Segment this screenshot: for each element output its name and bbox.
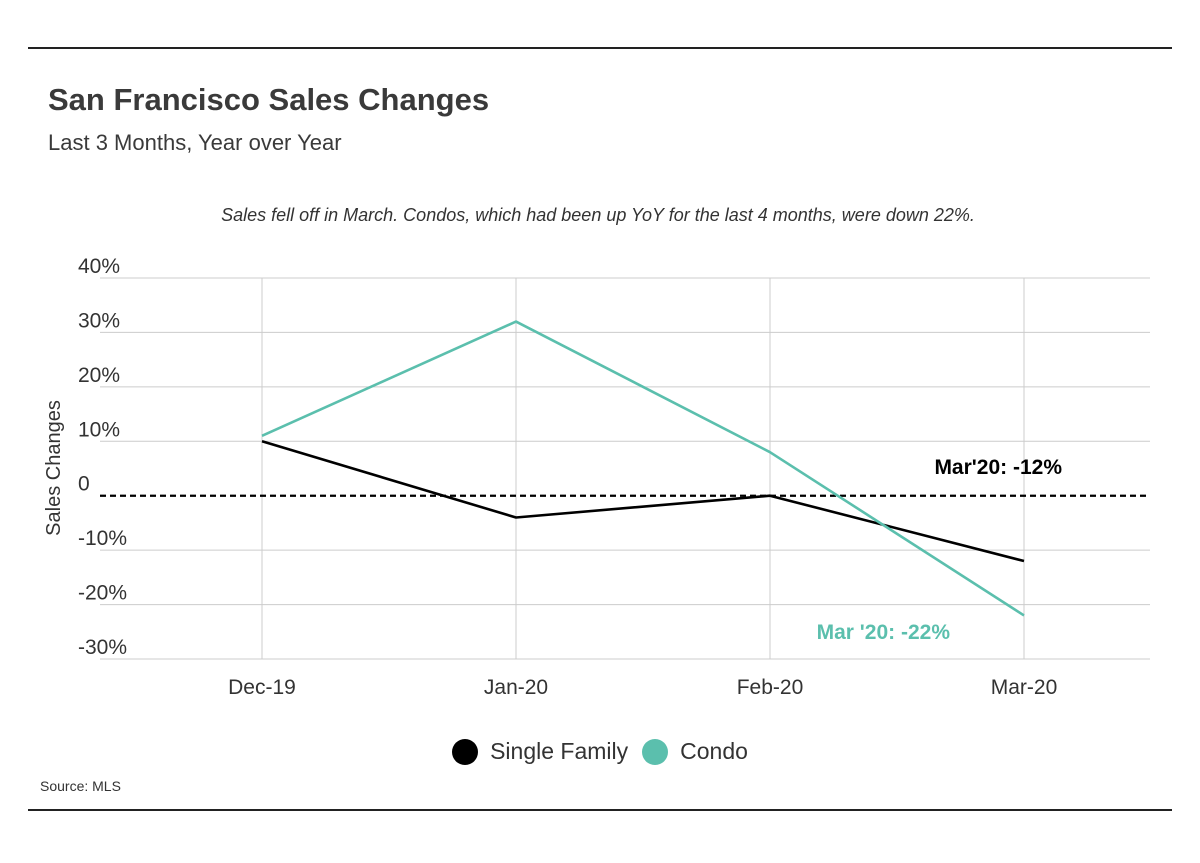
y-axis-label: Sales Changes (43, 400, 65, 536)
legend-dot-single-family (452, 738, 479, 765)
legend: Single Family Condo (0, 738, 1200, 765)
y-tick-label: -10% (78, 527, 127, 550)
source-note: Source: MLS (40, 778, 121, 794)
x-tick-label: Mar-20 (991, 676, 1058, 699)
series-line-single-family (261, 440, 1025, 563)
legend-item-single-family: Single Family (452, 738, 628, 765)
x-tick-label: Jan-20 (484, 676, 548, 699)
chart-title: San Francisco Sales Changes (48, 82, 490, 117)
chart-subtitle: Last 3 Months, Year over Year (48, 130, 342, 155)
y-tick-label: -30% (78, 636, 127, 659)
grid-lines (100, 277, 1150, 660)
x-tick-labels: Dec-19 Jan-20 Feb-20 Mar-20 (228, 676, 1057, 699)
y-tick-label: 30% (78, 309, 120, 332)
series-lines (261, 320, 1025, 617)
chart-annotation: Sales fell off in March. Condos, which h… (221, 205, 975, 225)
bottom-rule (28, 809, 1172, 811)
legend-label-condo: Condo (680, 738, 748, 764)
y-tick-labels: 40% 30% 20% 10% 0 -10% -20% -30% (78, 255, 127, 659)
y-tick-label: 10% (78, 418, 120, 441)
top-rule (28, 47, 1172, 49)
legend-item-condo: Condo (642, 738, 748, 765)
y-tick-label: 20% (78, 364, 120, 387)
point-label-condo: Mar '20: -22% (817, 621, 951, 644)
y-tick-label: 40% (78, 255, 120, 278)
point-label-single-family: Mar'20: -12% (934, 456, 1062, 479)
legend-dot-condo (642, 738, 669, 765)
point-labels: Mar'20: -12% Mar '20: -22% (817, 456, 1063, 644)
x-tick-label: Feb-20 (737, 676, 804, 699)
y-tick-label: -20% (78, 582, 127, 605)
series-line-condo (261, 320, 1025, 617)
x-tick-label: Dec-19 (228, 676, 296, 699)
y-tick-label: 0 (78, 473, 90, 496)
legend-label-single-family: Single Family (490, 738, 629, 764)
